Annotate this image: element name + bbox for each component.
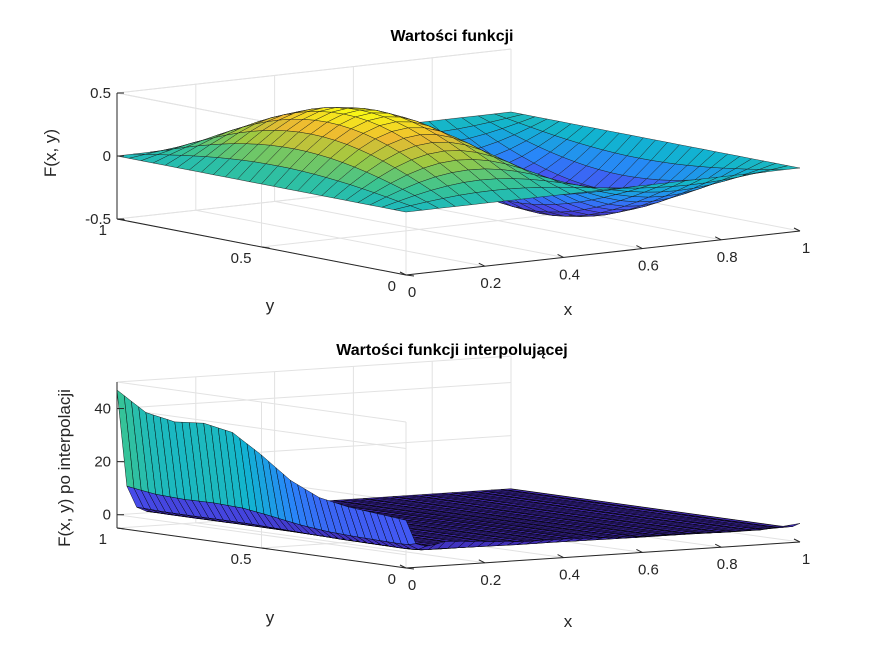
chart-title-top: Wartości funkcji xyxy=(391,28,514,45)
bottom-box-top xyxy=(116,355,512,423)
bottom-y-tick-label-2: 1 xyxy=(99,531,107,548)
top-x-tick-5 xyxy=(793,227,801,232)
bottom-x-tick-label-0: 0 xyxy=(408,577,416,594)
bottom-y-tick-2 xyxy=(116,527,126,530)
chart-title-bottom: Wartości funkcji interpolującej xyxy=(336,342,567,359)
top-z-tick-label-2: 0.5 xyxy=(90,85,111,102)
top-surface-patch-23-0 xyxy=(771,165,801,171)
bottom-x-tick-label-5: 1 xyxy=(802,551,810,568)
subplot-bottom: 0 0.2 0.4 0.6 0.8 1 0 0.5 1 0 20 40 Wartości funkcj… xyxy=(55,342,810,631)
bottom-x-tick-5 xyxy=(793,538,801,543)
bottom-x-tick-0 xyxy=(399,564,407,569)
bottom-z-tick-label-1: 20 xyxy=(94,454,111,471)
bottom-y-tick-0 xyxy=(405,567,415,570)
top-x-tick-label-0: 0 xyxy=(408,284,416,301)
top-y-tick-0 xyxy=(405,274,415,277)
top-x-tick-3 xyxy=(636,245,643,250)
top-z-tick-label-1: 0 xyxy=(103,148,111,165)
y-axis-label-bottom: y xyxy=(266,608,275,627)
bottom-x-tick-label-1: 0.2 xyxy=(480,572,501,589)
bottom-x-tick-label-3: 0.6 xyxy=(638,561,659,578)
x-axis-label-bottom: x xyxy=(564,612,573,631)
top-x-tick-label-3: 0.6 xyxy=(638,258,659,275)
bottom-x-tick-2 xyxy=(557,554,564,559)
bottom-z-tick-label-2: 40 xyxy=(94,401,111,418)
top-y-tick-label-2: 1 xyxy=(99,222,107,239)
surface-top xyxy=(116,107,801,217)
top-x-tick-label-1: 0.2 xyxy=(480,275,501,292)
x-axis-label-top: x xyxy=(564,300,573,319)
top-y-tick-label-1: 0.5 xyxy=(231,250,252,267)
top-x-axis xyxy=(405,230,801,276)
surface-bottom xyxy=(116,389,801,551)
top-x-tick-label-2: 0.4 xyxy=(559,266,580,283)
bottom-x-tick-4 xyxy=(714,543,722,548)
bottom-x-axis xyxy=(405,541,801,569)
axes-bottom: 0 0.2 0.4 0.6 0.8 1 0 0.5 1 0 20 40 xyxy=(94,382,810,594)
bottom-x-tick-label-4: 0.8 xyxy=(717,556,738,573)
top-x-tick-label-5: 1 xyxy=(802,240,810,257)
z-axis-label-top: F(x, y) xyxy=(41,129,60,177)
top-x-tick-label-4: 0.8 xyxy=(717,249,738,266)
z-axis-label-bottom: F(x, y) po interpolacji xyxy=(55,389,74,547)
top-y-tick-1 xyxy=(261,246,270,249)
bottom-x-tick-1 xyxy=(478,559,486,564)
top-x-tick-0 xyxy=(399,271,407,276)
bottom-surface-patch-39-0 xyxy=(782,523,801,528)
bottom-x-tick-label-2: 0.4 xyxy=(559,567,580,584)
top-x-tick-2 xyxy=(557,253,564,258)
top-z-tick-label-0: -0.5 xyxy=(85,211,111,228)
bottom-y-tick-label-1: 0.5 xyxy=(231,551,252,568)
top-x-tick-1 xyxy=(478,262,486,267)
bottom-x-tick-3 xyxy=(636,548,643,553)
top-x-tick-4 xyxy=(714,236,722,241)
bottom-y-tick-1 xyxy=(261,547,270,550)
bottom-y-tick-label-0: 0 xyxy=(388,571,396,588)
y-axis-label-top: y xyxy=(266,296,275,315)
bottom-z-tick-label-0: 0 xyxy=(103,507,111,524)
top-y-tick-label-0: 0 xyxy=(388,278,396,295)
